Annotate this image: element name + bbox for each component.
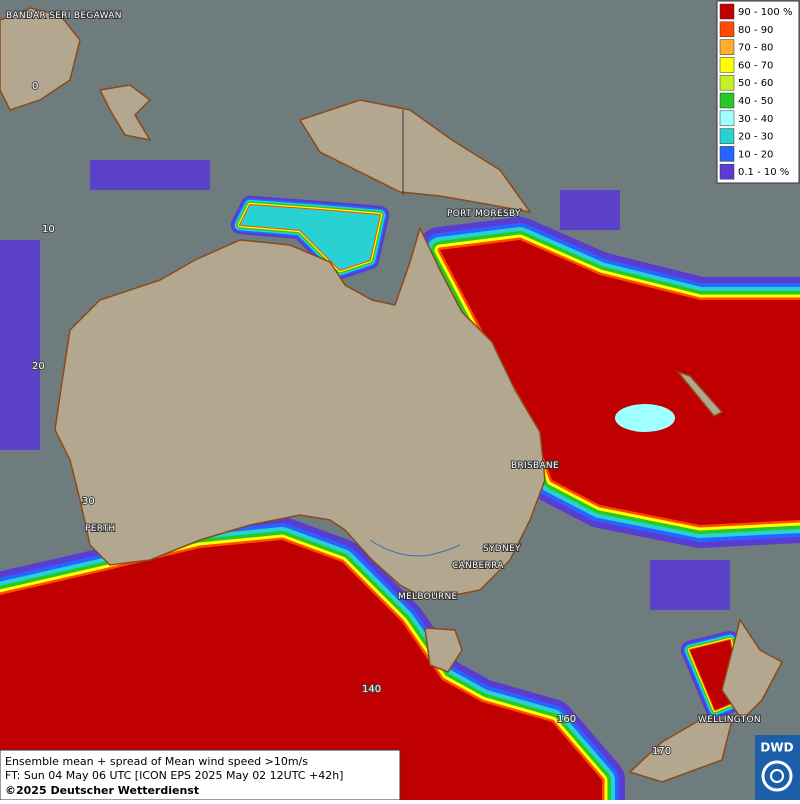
river [369,539,461,557]
legend-label: 60 - 70 [738,60,773,71]
legend-swatch [719,128,735,144]
nz-north [721,618,784,722]
legend-swatch [719,57,735,73]
probability-core [0,540,602,800]
sulawesi [98,84,152,142]
probability-patch [615,404,675,432]
city-label: BANDAR SERI BEGAWAN [6,11,122,21]
new-guinea [298,99,532,214]
legend-swatch [719,21,735,38]
grid-label: 170 [652,746,671,757]
legend-label: 30 - 40 [738,114,773,125]
city-label: SYDNEY [483,544,521,554]
borneo [0,7,81,111]
probability-core [240,205,380,270]
logo-text: DWD [760,741,793,755]
logo-icon [770,769,784,783]
new-caledonia [675,370,724,417]
probability-core [440,240,800,525]
probability-patch [90,160,210,190]
city-label: MELBOURNE [398,592,458,602]
legend-label: 20 - 30 [738,132,773,143]
city-label: PORT MORESBY [447,209,521,219]
legend-swatch [719,74,735,91]
tasmania [424,627,463,673]
legend-swatch [719,163,735,180]
legend-label: 50 - 60 [738,78,773,89]
grid-label: 140 [362,684,381,695]
legend-swatch [719,92,735,109]
probability-patch [560,190,620,230]
city-label: BRISBANE [511,461,559,471]
legend-label: 90 - 100 % [738,7,792,18]
grid-label: 160 [557,714,576,725]
nz-south [628,719,733,783]
legend-label: 70 - 80 [738,43,773,54]
legend-label: 80 - 90 [738,25,773,36]
legend-swatch [719,3,735,20]
probability-patch [0,240,40,450]
city-label: CANBERRA [452,561,504,571]
land [0,7,784,783]
legend-label: 10 - 20 [738,149,773,160]
grid-label: 0 [32,81,38,92]
legend-label: 0.1 - 10 % [738,167,789,178]
legend-swatch [719,146,735,162]
grid-label: 30 [82,496,95,507]
legend-swatch [719,110,735,127]
australia [54,225,546,597]
footer-line: FT: Sun 04 May 06 UTC [ICON EPS 2025 May… [5,769,343,782]
legend-swatch [719,39,735,55]
city-label: WELLINGTON [698,715,761,725]
city-label: PERTH [85,524,115,534]
legend: 90 - 100 % 80 - 90 70 - 80 60 - 70 50 - 60 40… [716,0,800,184]
logo-icon [761,760,793,792]
grid-label: 10 [42,224,55,235]
footer-box [0,749,401,801]
probability-patch [650,560,730,610]
grid-label: 20 [32,361,45,372]
footer-line: ©2025 Deutscher Wetterdienst [5,784,199,797]
footer-line: Ensemble mean + spread of Mean wind spee… [5,755,308,768]
legend-label: 40 - 50 [738,96,773,107]
